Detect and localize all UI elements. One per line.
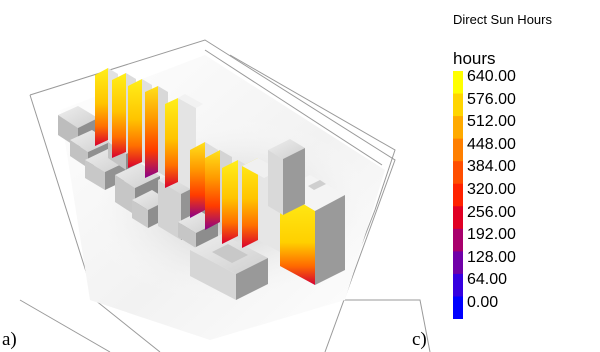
panel-label-right: c) bbox=[412, 329, 427, 350]
legend-tick-label: 0.00 bbox=[467, 293, 499, 311]
legend-tick-label: 512.00 bbox=[467, 113, 516, 131]
legend-tick-label: 640.00 bbox=[467, 68, 516, 85]
legend-tick-label: 576.00 bbox=[467, 90, 516, 108]
legend-swatch bbox=[453, 93, 463, 117]
legend-swatch bbox=[453, 71, 463, 95]
legend-swatch bbox=[453, 273, 463, 297]
grey-building-courtyard bbox=[190, 234, 268, 300]
legend-tick-label: 256.00 bbox=[467, 203, 516, 221]
grey-tower-right bbox=[268, 139, 305, 215]
legend-swatch bbox=[453, 183, 463, 207]
legend-color-bar bbox=[453, 71, 463, 319]
legend-tick-label: 448.00 bbox=[467, 135, 516, 153]
legend-unit: hours bbox=[453, 49, 496, 68]
legend-swatch bbox=[453, 116, 463, 140]
panel-label-left: a) bbox=[2, 329, 17, 350]
legend-swatch bbox=[453, 228, 463, 252]
legend-tick-label: 384.00 bbox=[467, 158, 516, 176]
legend-ticks: 640.00 576.00 512.00 448.00 384.00 320.00 256.… bbox=[467, 66, 516, 315]
heat-buildings-middle bbox=[190, 142, 280, 252]
legend-swatch bbox=[453, 206, 463, 230]
legend-tick-label: 64.00 bbox=[467, 271, 508, 289]
legend-tick-label: 320.00 bbox=[467, 180, 516, 198]
legend-tick-label: 128.00 bbox=[467, 248, 516, 266]
legend-swatch bbox=[453, 138, 463, 162]
heat-buildings-back bbox=[95, 68, 203, 192]
legend-swatch bbox=[453, 251, 463, 275]
legend-title: Direct Sun Hours bbox=[453, 12, 552, 27]
legend-swatch bbox=[453, 296, 463, 319]
legend-swatch bbox=[453, 161, 463, 185]
legend-tick-label: 192.00 bbox=[467, 226, 516, 244]
